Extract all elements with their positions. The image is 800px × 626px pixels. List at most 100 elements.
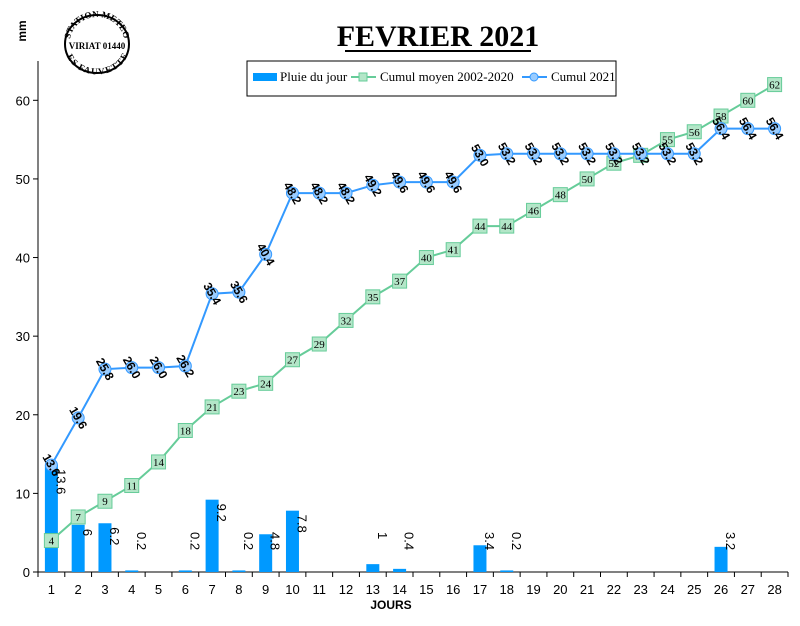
x-axis-label: JOURS [370, 598, 411, 612]
point [580, 147, 594, 161]
bar [285, 510, 299, 572]
point-data-label: 46 [528, 205, 540, 217]
point [472, 218, 488, 234]
chart-title: FEVRIER 2021 [337, 20, 540, 53]
point [152, 361, 166, 375]
point [311, 336, 327, 352]
point [365, 289, 381, 305]
bar [125, 570, 139, 572]
point [740, 92, 756, 108]
stamp-border [64, 14, 130, 74]
x-tick-label: 11 [313, 582, 327, 597]
point [205, 287, 219, 301]
x-tick-label: 15 [419, 582, 433, 597]
bar [71, 524, 85, 572]
point [687, 147, 701, 161]
point-data-label: 44 [501, 221, 513, 233]
bar-data-label: 13.6 [53, 469, 68, 494]
point [499, 218, 515, 234]
point-data-label: 58 [716, 111, 728, 123]
point [393, 175, 407, 189]
y-tick-label: 20 [16, 408, 30, 423]
y-axis-label: mm [15, 20, 29, 41]
x-tick-label: 23 [633, 582, 647, 597]
point [177, 422, 193, 438]
point [258, 375, 274, 391]
point [43, 533, 59, 549]
point-data-label: 48.2 [281, 179, 305, 207]
x-tick-label: 3 [101, 582, 108, 597]
x-tick-label: 13 [366, 582, 380, 597]
x-tick-label: 4 [128, 582, 135, 597]
point [44, 458, 58, 472]
y-tick-label: 30 [16, 329, 30, 344]
point-data-label: 25.8 [93, 356, 117, 384]
x-tick-label: 25 [687, 582, 701, 597]
point-data-label: 50 [582, 174, 594, 186]
series-line [50, 127, 775, 466]
x-tick-label: 16 [446, 582, 460, 597]
point [418, 250, 434, 266]
x-tick-label: 19 [526, 582, 540, 597]
bar-series-pluie [44, 465, 728, 572]
x-tick-label: 6 [182, 582, 189, 597]
point-data-label: 23 [233, 386, 245, 398]
x-tick-label: 24 [660, 582, 674, 597]
stamp-middle-text: VIRIAT 01440 [69, 41, 126, 51]
point-data-label: 11 [126, 481, 137, 493]
x-tick-label: 7 [208, 582, 215, 597]
point [500, 147, 514, 161]
point [446, 175, 460, 189]
x-tick-label: 2 [75, 582, 82, 597]
bar-data-label: 7.8 [294, 515, 309, 533]
x-tick-label: 22 [607, 582, 621, 597]
legend-marker-cumul-2021 [529, 72, 539, 82]
point-data-label: 35 [367, 292, 379, 304]
point [125, 361, 139, 375]
point-data-label: 41 [448, 245, 459, 257]
line-series-cumul-moyen: 4 7 9 11 14 18 21 23 24 27 29 32 35 37 40 41 44 44 46 48 50 5… [43, 77, 783, 549]
x-tick-label: 21 [580, 582, 594, 597]
bar [232, 570, 246, 572]
point [232, 285, 246, 299]
point-data-label: 9 [102, 496, 108, 508]
x-tick-label: 20 [553, 582, 567, 597]
bar-data-label: 0.2 [241, 532, 256, 550]
x-tick-label: 17 [473, 582, 487, 597]
x-tick-label: 18 [500, 582, 514, 597]
point [553, 147, 567, 161]
point [339, 186, 353, 200]
x-tick-label: 10 [285, 582, 299, 597]
bar [178, 570, 192, 572]
bar [393, 568, 407, 572]
point [366, 178, 380, 192]
point [284, 352, 300, 368]
point [419, 175, 433, 189]
point [660, 147, 674, 161]
point-data-label: 56.4 [709, 115, 733, 143]
bar-data-label: 9.2 [214, 504, 229, 522]
point-data-label: 53.0 [468, 142, 492, 170]
legend-box [246, 60, 617, 97]
x-tick-label: 14 [392, 582, 406, 597]
y-tick-label: 10 [16, 486, 30, 501]
point-data-label: 14 [153, 457, 165, 469]
bar [366, 564, 380, 572]
point-data-label: 56 [689, 127, 701, 139]
point-data-label: 62 [769, 80, 780, 92]
point-data-label: 44 [474, 221, 486, 233]
bar [259, 534, 273, 572]
point [552, 187, 568, 203]
bar-data-label: 6 [80, 529, 95, 536]
bar-data-label: 1 [375, 532, 390, 539]
point [231, 383, 247, 399]
point [338, 312, 354, 328]
point [714, 122, 728, 136]
y-tick-label: 50 [16, 172, 30, 187]
point [71, 411, 85, 425]
y-tick-label: 0 [23, 565, 30, 580]
point [392, 273, 408, 289]
point [151, 454, 167, 470]
